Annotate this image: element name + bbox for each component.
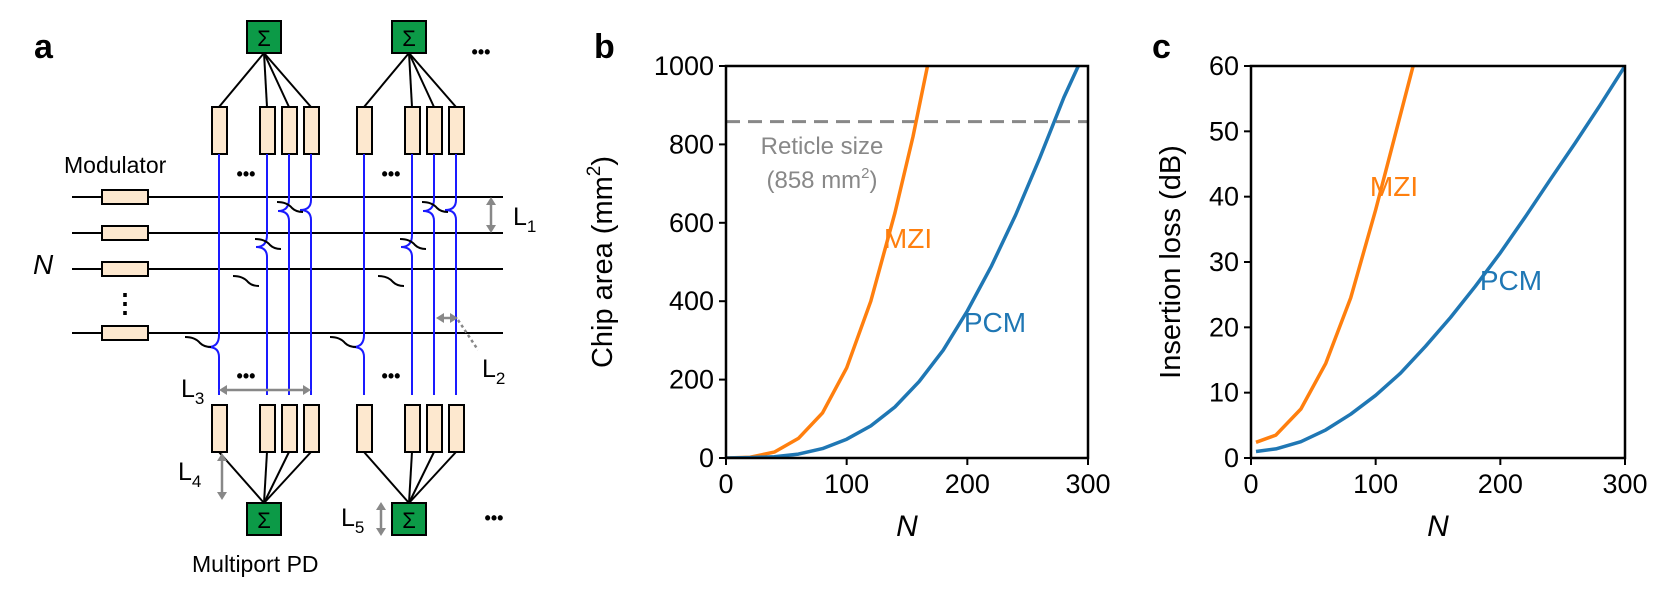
top-sum-symbol-1: Σ: [257, 26, 271, 51]
panel-a-label: a: [34, 28, 54, 66]
top-sum-wires: [218, 52, 457, 108]
bottom-right-ellipsis: •••: [485, 508, 504, 528]
y-axis-label: Insertion loss (dB): [1155, 145, 1187, 379]
y-tick-label: 20: [1209, 312, 1239, 342]
x-tick-label: 200: [945, 469, 990, 499]
svg-text:L3: L3: [181, 375, 204, 408]
x-axis-label: N: [896, 510, 918, 543]
multiport-pd-label: Multiport PD: [192, 551, 319, 577]
bottom-sum-symbol-2: Σ: [402, 508, 416, 533]
bottom-sum-wires: [218, 451, 457, 504]
y-tick-label: 0: [1224, 443, 1239, 473]
svg-text:L5: L5: [341, 504, 364, 537]
chart-c: MZI PCM 0 100 200 300 0 10 20 30 40 50 60 N Insertion …: [1155, 51, 1648, 543]
series-pcm-label: PCM: [964, 307, 1026, 338]
y-tick-label: 40: [1209, 182, 1239, 212]
modulator-label: Modulator: [64, 152, 167, 178]
reticle-label-line1: Reticle size: [761, 133, 884, 160]
top-right-ellipsis: •••: [472, 42, 491, 62]
x-tick-label: 300: [1065, 469, 1110, 499]
y-tick-label: 50: [1209, 116, 1239, 146]
series-mzi-label: MZI: [1370, 171, 1418, 202]
series-mzi-line: [726, 66, 930, 458]
svg-text:L4: L4: [178, 458, 201, 491]
modulator-vdots: ⋮: [112, 288, 138, 318]
top-sum-symbol-2: Σ: [402, 26, 416, 51]
top-detector-ellipsis-1: •••: [237, 164, 256, 184]
panel-b-label: b: [594, 28, 615, 66]
x-tick-label: 0: [1243, 469, 1258, 499]
series-mzi-label: MZI: [884, 223, 932, 254]
bottom-sum-symbol-1: Σ: [257, 508, 271, 533]
waveguides-group-1: [207, 154, 312, 395]
dimension-labels: L1 L2 L3 L4 L5: [178, 203, 536, 537]
y-tick-label: 30: [1209, 247, 1239, 277]
top-detectors: [211, 106, 465, 155]
y-tick-label: 400: [669, 286, 714, 316]
x-tick-label: 100: [1353, 469, 1398, 499]
panel-a: a Σ Σ ••• ••• •••: [33, 20, 536, 577]
series-pcm-line: [726, 66, 1080, 458]
bottom-detectors: [211, 404, 465, 453]
mid-ellipsis-1: •••: [237, 366, 256, 386]
top-detector-ellipsis-2: •••: [382, 164, 401, 184]
series-pcm-label: PCM: [1480, 265, 1542, 296]
tap-couplers: [184, 201, 449, 348]
chart-b: Reticle size (858 mm2)MZI PCM 0 100 200 300 0 20…: [584, 51, 1111, 543]
panel-b: b Reticle size (858 mm2)MZI PCM 0 100 200 300 0…: [584, 28, 1111, 543]
svg-text:L1: L1: [513, 203, 536, 236]
bottom-sum-box-2: [391, 502, 427, 536]
waveguides-group-2: [352, 154, 457, 395]
reticle-label-line2: (858 mm2): [766, 165, 877, 194]
x-tick-label: 300: [1602, 469, 1647, 499]
series-mzi-line: [1255, 66, 1415, 444]
n-label: N: [33, 249, 54, 280]
x-axis-label: N: [1427, 510, 1449, 543]
x-tick-label: 200: [1478, 469, 1523, 499]
svg-text:L2: L2: [482, 355, 505, 388]
x-tick-label: 100: [824, 469, 869, 499]
bottom-sum-box-1: [246, 502, 282, 536]
y-tick-label: 0: [699, 443, 714, 473]
panel-c-label: c: [1152, 28, 1171, 66]
y-tick-label: 1000: [654, 51, 714, 81]
y-tick-label: 200: [669, 365, 714, 395]
y-tick-label: 60: [1209, 51, 1239, 81]
y-tick-label: 600: [669, 208, 714, 238]
panel-c: c MZI PCM 0 100 200 300 0 10 20 30 40 50 60 N Insertio…: [1152, 28, 1648, 543]
y-axis-label: Chip area (mm2): [584, 156, 619, 368]
modulators: [101, 189, 149, 341]
x-tick-label: 0: [718, 469, 733, 499]
mid-ellipsis-2: •••: [382, 366, 401, 386]
series-pcm-line: [1255, 66, 1625, 454]
dimension-arrows: [217, 197, 496, 536]
axes-frame: [724, 64, 1090, 460]
y-tick-label: 10: [1209, 378, 1239, 408]
y-tick-label: 800: [669, 129, 714, 159]
